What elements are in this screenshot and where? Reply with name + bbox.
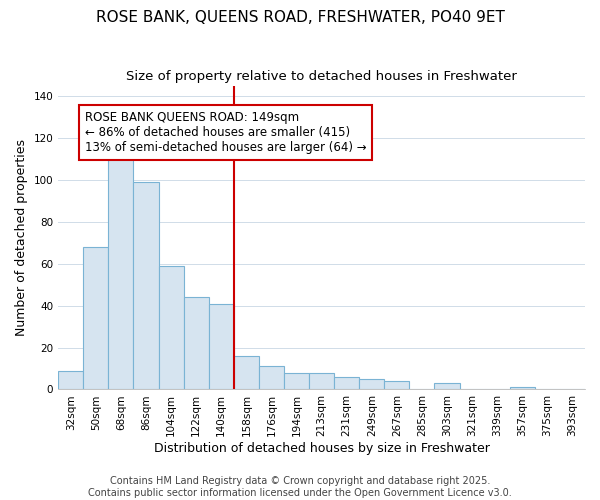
Bar xyxy=(385,381,409,390)
Y-axis label: Number of detached properties: Number of detached properties xyxy=(15,139,28,336)
Bar xyxy=(234,356,259,390)
Bar xyxy=(83,247,109,390)
Bar xyxy=(309,372,334,390)
Title: Size of property relative to detached houses in Freshwater: Size of property relative to detached ho… xyxy=(126,70,517,83)
Bar xyxy=(334,377,359,390)
Text: ROSE BANK, QUEENS ROAD, FRESHWATER, PO40 9ET: ROSE BANK, QUEENS ROAD, FRESHWATER, PO40… xyxy=(95,10,505,25)
Bar xyxy=(109,152,133,390)
X-axis label: Distribution of detached houses by size in Freshwater: Distribution of detached houses by size … xyxy=(154,442,490,455)
Bar xyxy=(259,366,284,390)
Bar xyxy=(359,379,385,390)
Bar xyxy=(209,304,234,390)
Text: ROSE BANK QUEENS ROAD: 149sqm
← 86% of detached houses are smaller (415)
13% of : ROSE BANK QUEENS ROAD: 149sqm ← 86% of d… xyxy=(85,110,366,154)
Bar xyxy=(434,383,460,390)
Text: Contains HM Land Registry data © Crown copyright and database right 2025.
Contai: Contains HM Land Registry data © Crown c… xyxy=(88,476,512,498)
Bar xyxy=(133,182,158,390)
Bar xyxy=(510,388,535,390)
Bar xyxy=(58,370,83,390)
Bar xyxy=(184,297,209,390)
Bar xyxy=(284,372,309,390)
Bar xyxy=(158,266,184,390)
